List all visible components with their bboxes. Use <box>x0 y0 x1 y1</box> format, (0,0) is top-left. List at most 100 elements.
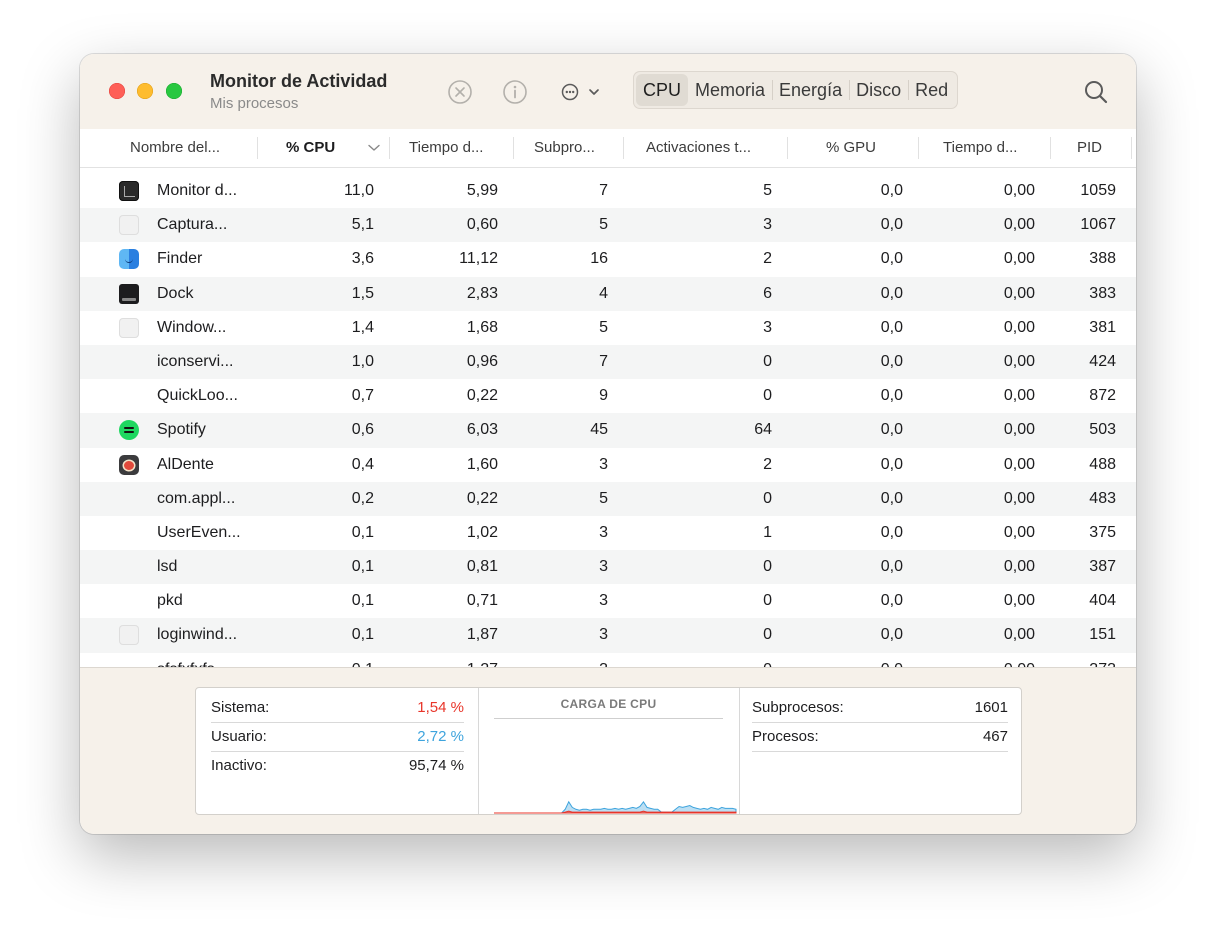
cpu-time-value: 0,81 <box>466 558 498 576</box>
tab-cpu[interactable]: CPU <box>636 74 689 106</box>
gpu-value: 0,0 <box>880 387 903 405</box>
gpu-value: 0,0 <box>880 558 903 576</box>
column-header-gpu[interactable]: % GPU <box>788 129 919 167</box>
generic-app-icon <box>119 317 139 338</box>
table-row[interactable]: loginwind... 0,1 1,87 3 0 0,0 0,00 151 <box>80 618 1136 653</box>
idle-wakeups-value: 64 <box>754 421 772 439</box>
idle-wakeups-value: 6 <box>763 284 772 302</box>
gpu-time-value: 0,00 <box>1003 387 1035 405</box>
gpu-value: 0,0 <box>880 592 903 610</box>
processes-value: 467 <box>982 728 1008 745</box>
gpu-value: 0,0 <box>880 455 903 473</box>
idle-wakeups-value: 0 <box>763 653 772 667</box>
user-label: Usuario: <box>211 728 267 745</box>
idle-wakeups-value: 5 <box>763 182 772 199</box>
process-name: lsd <box>157 558 178 576</box>
table-row[interactable]: Captura... 5,1 0,60 5 3 0,0 0,00 1067 <box>80 208 1136 243</box>
table-row[interactable]: Dock 1,5 2,83 4 6 0,0 0,00 383 <box>80 276 1136 311</box>
cpu-time-value: 6,03 <box>466 421 498 439</box>
finder-icon <box>119 249 139 270</box>
info-icon[interactable] <box>501 78 529 106</box>
system-stat: Sistema: 1,54 % <box>211 694 464 723</box>
column-header-cpu[interactable]: % CPU <box>258 129 390 167</box>
pid-value: 424 <box>1089 352 1116 370</box>
idle-stat: Inactivo: 95,74 % <box>211 752 464 780</box>
cpu-time-value: 0,96 <box>466 352 498 370</box>
idle-wakeups-value: 0 <box>763 489 772 507</box>
pid-value: 151 <box>1089 626 1116 644</box>
process-name: com.appl... <box>157 489 236 507</box>
table-row[interactable]: lsd 0,1 0,81 3 0 0,0 0,00 387 <box>80 550 1136 585</box>
system-label: Sistema: <box>211 699 270 716</box>
window-subtitle: Mis procesos <box>210 95 299 112</box>
column-header-gpu-time[interactable]: Tiempo d... <box>919 129 1051 167</box>
threads-value: 16 <box>590 250 608 268</box>
process-name: Monitor d... <box>157 182 238 199</box>
cpu-time-value: 1,60 <box>466 455 498 473</box>
search-icon[interactable] <box>1082 78 1110 106</box>
table-row[interactable]: iconservi... 1,0 0,96 7 0 0,0 0,00 424 <box>80 344 1136 380</box>
gpu-time-value: 0,00 <box>1003 284 1035 302</box>
table-row[interactable]: Finder 3,6 11,12 16 2 0,0 0,00 388 <box>80 242 1136 276</box>
table-row[interactable]: QuickLoo... 0,7 0,22 9 0 0,0 0,00 872 <box>80 379 1136 413</box>
cpu-time-value: 2,83 <box>466 284 498 302</box>
close-window-button[interactable] <box>109 83 125 99</box>
dock-icon <box>119 283 139 304</box>
pid-value: 387 <box>1089 558 1116 576</box>
sort-descending-icon <box>368 144 380 151</box>
column-header-cpu-time[interactable]: Tiempo d... <box>390 129 514 167</box>
system-value: 1,54 % <box>417 699 464 716</box>
minimize-window-button[interactable] <box>137 83 153 99</box>
pid-value: 388 <box>1089 250 1116 268</box>
processes-stat: Procesos: 467 <box>752 723 1008 752</box>
table-row[interactable]: Window... 1,4 1,68 5 3 0,0 0,00 381 <box>80 311 1136 345</box>
idle-wakeups-value: 3 <box>763 318 772 336</box>
user-stat: Usuario: 2,72 % <box>211 723 464 752</box>
gpu-value: 0,0 <box>880 421 903 439</box>
pid-value: 383 <box>1089 284 1116 302</box>
cpu-value: 1,0 <box>351 352 374 370</box>
cpu-time-value: 1,02 <box>466 523 498 541</box>
tab-energy[interactable]: Energía <box>772 74 849 106</box>
threads-value: 1601 <box>974 699 1008 716</box>
table-row[interactable]: sfsfxfxfs 0,1 1,27 3 0 0,0 0,00 373 <box>80 653 1136 667</box>
cpu-value: 3,6 <box>351 250 374 268</box>
pid-value: 373 <box>1089 653 1116 667</box>
process-name: loginwind... <box>157 626 238 644</box>
activity-monitor-icon <box>119 181 139 201</box>
stop-process-icon[interactable] <box>446 78 474 106</box>
table-row[interactable]: Spotify 0,6 6,03 45 64 0,0 0,00 503 <box>80 413 1136 448</box>
gpu-value: 0,0 <box>880 250 903 268</box>
table-row[interactable]: com.appl... 0,2 0,22 5 0 0,0 0,00 483 <box>80 481 1136 516</box>
column-header-idle-wakeups[interactable]: Activaciones t... <box>624 129 788 167</box>
threads-value: 3 <box>599 455 608 473</box>
table-row[interactable]: pkd 0,1 0,71 3 0 0,0 0,00 404 <box>80 584 1136 618</box>
column-header-threads[interactable]: Subpro... <box>514 129 624 167</box>
column-header-pid[interactable]: PID <box>1051 129 1132 167</box>
gpu-value: 0,0 <box>880 318 903 336</box>
tab-memory[interactable]: Memoria <box>695 80 766 100</box>
column-header-name[interactable]: Nombre del... <box>80 129 258 167</box>
gpu-time-value: 0,00 <box>1003 626 1035 644</box>
tab-disk[interactable]: Disco <box>849 74 908 106</box>
more-options-icon[interactable] <box>555 78 605 106</box>
gpu-value: 0,0 <box>880 626 903 644</box>
process-table: Monitor d... 11,0 5,99 7 5 0,0 0,00 1059 Captura… <box>80 174 1136 667</box>
idle-wakeups-value: 3 <box>763 216 772 234</box>
gpu-time-value: 0,00 <box>1003 250 1035 268</box>
maximize-window-button[interactable] <box>166 83 182 99</box>
gpu-value: 0,0 <box>880 352 903 370</box>
table-row[interactable]: UserEven... 0,1 1,02 3 1 0,0 0,00 375 <box>80 516 1136 550</box>
toolbar: Monitor de Actividad Mis procesos CPU Me… <box>80 54 1136 130</box>
table-row[interactable]: AlDente 0,4 1,60 3 2 0,0 0,00 488 <box>80 448 1136 482</box>
process-name: AlDente <box>157 455 214 473</box>
cpu-load-chart-pane: CARGA DE CPU <box>478 688 740 814</box>
threads-value: 3 <box>599 592 608 610</box>
pid-value: 872 <box>1089 387 1116 405</box>
threads-stat: Subprocesos: 1601 <box>752 694 1008 723</box>
gpu-time-value: 0,00 <box>1003 558 1035 576</box>
gpu-time-value: 0,00 <box>1004 653 1035 667</box>
table-row[interactable]: Monitor d... 11,0 5,99 7 5 0,0 0,00 1059 <box>80 174 1136 208</box>
cpu-value: 0,6 <box>351 421 374 439</box>
tab-network[interactable]: Red <box>908 74 955 106</box>
